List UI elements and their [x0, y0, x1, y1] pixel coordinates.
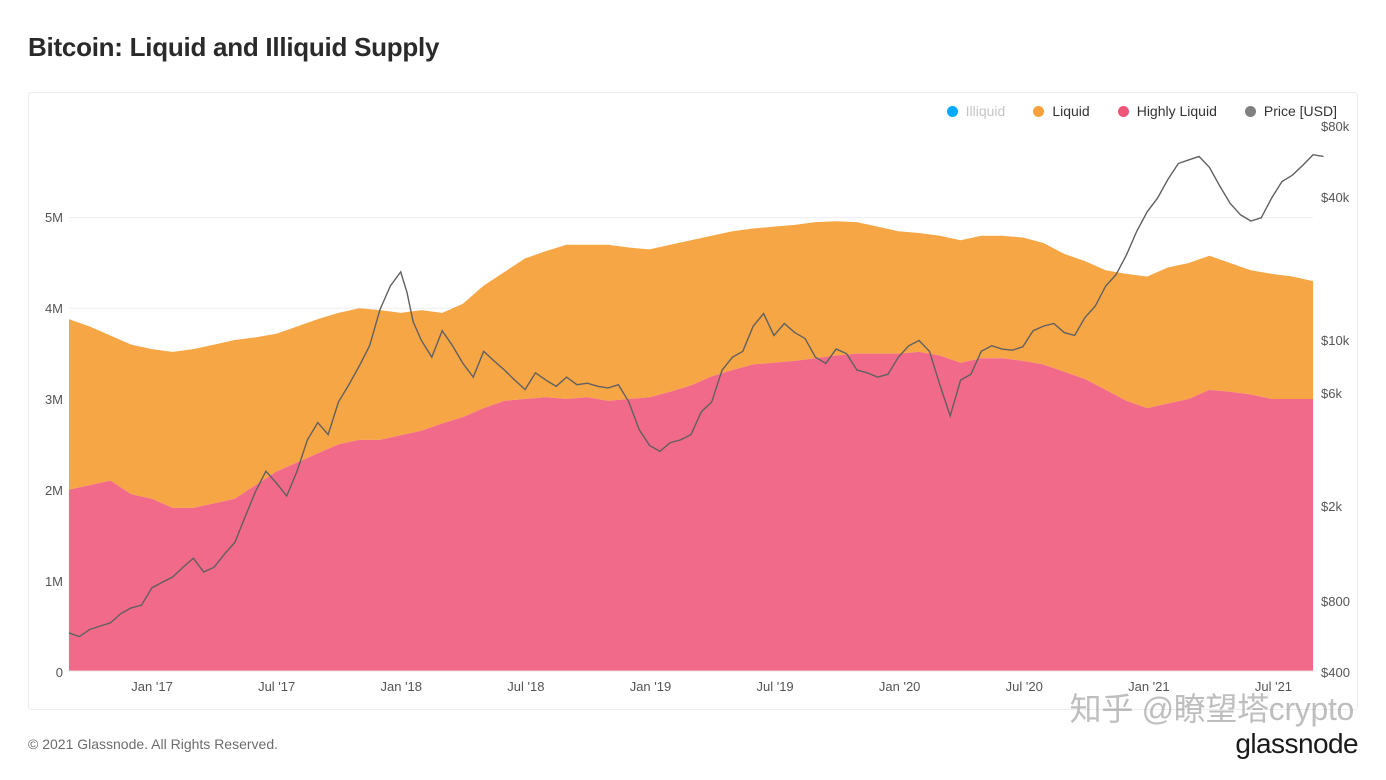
y-right-tick: $10k	[1321, 333, 1349, 348]
x-tick: Jul '17	[258, 679, 295, 694]
chart-container: Bitcoin: Liquid and Illiquid Supply glas…	[0, 0, 1386, 780]
y-left-tick: 3M	[45, 392, 63, 407]
chart-frame: glassnode Illiquid Liquid Highly Liquid …	[28, 92, 1358, 710]
footer-logo: glassnode	[1235, 728, 1358, 760]
legend-item-highly-liquid[interactable]: Highly Liquid	[1118, 103, 1217, 119]
x-tick: Jan '19	[630, 679, 672, 694]
y-left-tick: 2M	[45, 483, 63, 498]
legend-item-price[interactable]: Price [USD]	[1245, 103, 1337, 119]
y-right-tick: $6k	[1321, 386, 1342, 401]
y-left-tick: 4M	[45, 301, 63, 316]
x-tick: Jul '19	[756, 679, 793, 694]
y-right-tick: $2k	[1321, 499, 1342, 514]
legend-label-highly-liquid: Highly Liquid	[1137, 103, 1217, 119]
x-tick: Jan '20	[879, 679, 921, 694]
legend-swatch-illiquid	[947, 106, 958, 117]
legend-label-illiquid: Illiquid	[966, 103, 1006, 119]
legend: Illiquid Liquid Highly Liquid Price [USD…	[947, 103, 1337, 119]
legend-item-illiquid[interactable]: Illiquid	[947, 103, 1006, 119]
x-tick: Jan '18	[381, 679, 423, 694]
legend-label-liquid: Liquid	[1052, 103, 1089, 119]
legend-swatch-highly-liquid	[1118, 106, 1129, 117]
y-right-tick: $400	[1321, 665, 1350, 680]
legend-item-liquid[interactable]: Liquid	[1033, 103, 1089, 119]
x-tick: Jul '18	[507, 679, 544, 694]
legend-swatch-liquid	[1033, 106, 1044, 117]
y-left-tick: 1M	[45, 574, 63, 589]
chart-canvas	[29, 93, 1357, 709]
page-title: Bitcoin: Liquid and Illiquid Supply	[28, 32, 439, 63]
watermark-overlay: 知乎 @瞭望塔crypto	[1070, 684, 1354, 730]
y-right-tick: $800	[1321, 594, 1350, 609]
y-left-tick: 0	[56, 665, 63, 680]
y-right-tick: $40k	[1321, 190, 1349, 205]
legend-swatch-price	[1245, 106, 1256, 117]
y-right-tick: $80k	[1321, 119, 1349, 134]
footer-copyright: © 2021 Glassnode. All Rights Reserved.	[28, 736, 278, 752]
y-left-tick: 5M	[45, 210, 63, 225]
x-tick: Jul '20	[1006, 679, 1043, 694]
legend-label-price: Price [USD]	[1264, 103, 1337, 119]
x-tick: Jan '17	[131, 679, 173, 694]
